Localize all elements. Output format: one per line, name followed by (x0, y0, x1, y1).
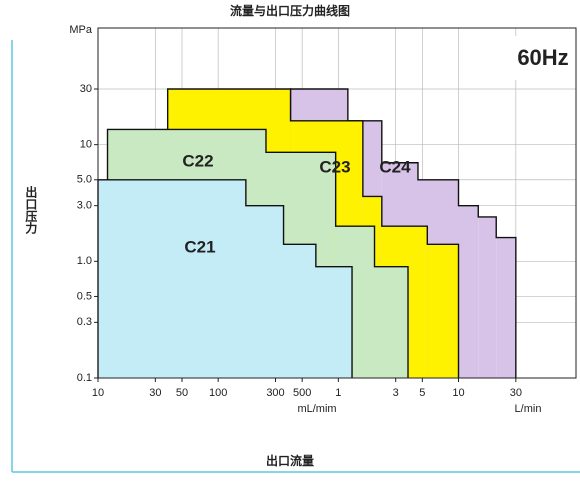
region-outline (166, 88, 460, 378)
y-tick-label: 0.5 (77, 290, 92, 302)
annotation: 60Hz (517, 45, 568, 70)
x-tick-label: 500 (293, 387, 311, 399)
region-label: C22 (182, 151, 213, 170)
region-label: C23 (319, 157, 350, 176)
x-axis-title: 出口流量 (266, 453, 314, 468)
region-outline (289, 88, 517, 378)
x-tick-label: 3 (393, 387, 399, 399)
step-bar (496, 237, 516, 378)
step-bar (478, 216, 497, 378)
x-tick-label: 5 (419, 387, 425, 399)
y-tick-label: 1.0 (77, 255, 92, 267)
region-outline (106, 128, 409, 378)
x-tick-label: 100 (209, 387, 227, 399)
region-label: C21 (184, 237, 215, 256)
step-bar (374, 266, 409, 378)
y-tick-label: 0.3 (77, 316, 92, 328)
x-tick-label: 1 (335, 387, 341, 399)
step-bar (458, 205, 479, 378)
y-tick-label: 10 (80, 139, 92, 151)
step-bar (245, 205, 284, 378)
y-tick-label: 30 (80, 83, 92, 95)
annotation-box (512, 36, 574, 80)
plot-frame (97, 27, 577, 379)
x-tick-label: 10 (92, 387, 104, 399)
y-tick-label: 0.1 (77, 372, 92, 384)
x-tick-label: 300 (266, 387, 284, 399)
x-tick-label: 10 (452, 387, 464, 399)
x-tick-label: 50 (176, 387, 188, 399)
x-tick-label: 30 (149, 387, 161, 399)
region-outline (97, 179, 353, 378)
region-label: C24 (379, 157, 411, 176)
x-unit: mL/mim (297, 403, 336, 415)
y-unit: MPa (69, 24, 93, 36)
step-bar (315, 266, 353, 378)
chart-title: 流量与出口压力曲线图 (230, 3, 350, 18)
x-unit: L/min (515, 403, 542, 415)
step-bar (427, 244, 459, 378)
y-tick-label: 3.0 (77, 200, 92, 212)
y-axis-title: 出口压力 (24, 185, 38, 235)
x-tick-label: 30 (510, 387, 522, 399)
step-bar (98, 179, 246, 378)
step-bar (283, 244, 316, 378)
y-tick-label: 5.0 (77, 174, 92, 186)
